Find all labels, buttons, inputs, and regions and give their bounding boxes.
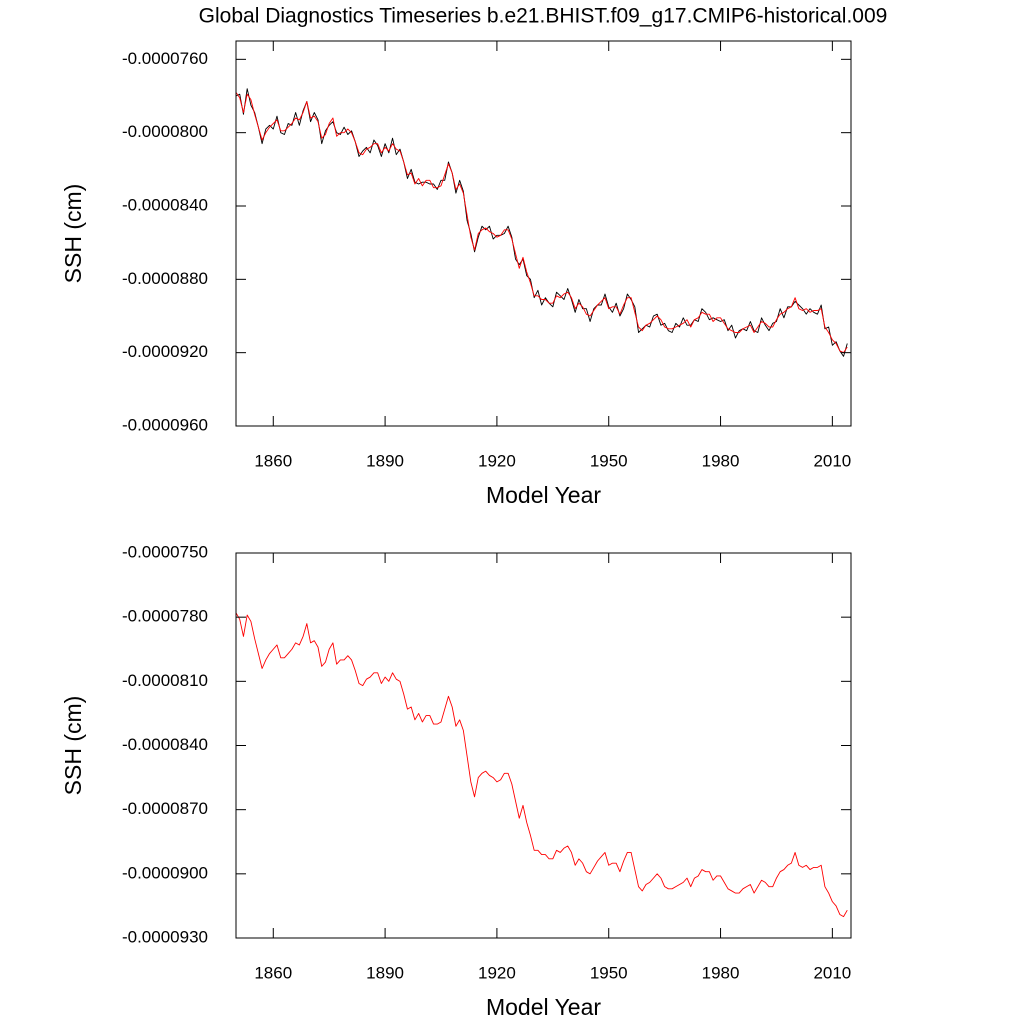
plot-panel: -0.0000750 -0.0000780 -0.0000810 -0.0000840… — [60, 542, 852, 1020]
x-tick-label: 1950 — [590, 451, 628, 470]
data-line — [236, 612, 848, 918]
y-tick-label: -0.0000960 — [122, 415, 208, 434]
plot-area — [236, 612, 848, 918]
y-tick-label: -0.0000930 — [122, 927, 208, 946]
data-line — [236, 88, 848, 357]
x-tick-label: 1890 — [366, 451, 404, 470]
y-tick-label: -0.0000900 — [122, 863, 208, 882]
y-tick-label: -0.0000810 — [122, 671, 208, 690]
x-tick-label: 1860 — [254, 963, 292, 982]
chart-title: Global Diagnostics Timeseries b.e21.BHIS… — [199, 5, 888, 28]
y-tick-label: -0.0000870 — [122, 799, 208, 818]
x-tick-label: 1860 — [254, 451, 292, 470]
y-tick-label: -0.0000760 — [122, 49, 208, 68]
y-axis-label: SSH (cm) — [60, 696, 86, 796]
x-tick-label: 1920 — [478, 963, 516, 982]
y-tick-label: -0.0000920 — [122, 342, 208, 361]
plot-frame — [235, 552, 852, 939]
x-tick-label: 1920 — [478, 451, 516, 470]
y-tick-label: -0.0000780 — [122, 607, 208, 626]
x-tick-label: 1950 — [590, 963, 628, 982]
y-tick-label: -0.0000750 — [122, 542, 208, 561]
x-tick-label: 1980 — [702, 963, 740, 982]
x-tick-label: 1980 — [702, 451, 740, 470]
y-tick-label: -0.0000880 — [122, 269, 208, 288]
y-axis-label: SSH (cm) — [60, 184, 86, 284]
y-tick-label: -0.0000840 — [122, 195, 208, 214]
plot-frame — [235, 40, 852, 427]
plot-panel: Global Diagnostics Timeseries b.e21.BHIS… — [60, 5, 887, 509]
plot-area — [236, 88, 848, 357]
x-tick-label: 1890 — [366, 963, 404, 982]
data-line — [236, 92, 848, 354]
x-tick-label: 2010 — [813, 963, 851, 982]
y-tick-label: -0.0000840 — [122, 735, 208, 754]
x-axis-label: Model Year — [486, 994, 601, 1020]
y-tick-label: -0.0000800 — [122, 122, 208, 141]
x-axis-label: Model Year — [486, 482, 601, 508]
x-tick-label: 2010 — [813, 451, 851, 470]
